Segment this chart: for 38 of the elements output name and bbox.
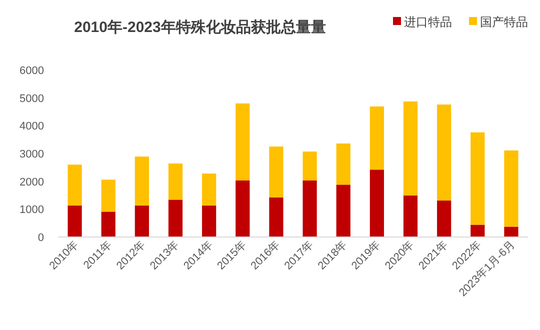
bar [336, 143, 350, 185]
y-tick-label: 4000 [20, 120, 44, 133]
bar [269, 146, 284, 198]
bar [470, 132, 485, 225]
bar [302, 152, 317, 180]
bar [68, 206, 82, 237]
y-tick-label: 3000 [20, 148, 44, 160]
y-tick-label: 2000 [20, 176, 44, 188]
bar [437, 200, 452, 237]
bar [134, 156, 149, 206]
legend-label: 进口特品 [404, 15, 452, 29]
bar [403, 101, 418, 196]
bar [504, 150, 518, 227]
bar [403, 196, 418, 237]
y-tick-label: 5000 [20, 92, 44, 105]
bar [202, 206, 216, 237]
bar [168, 200, 183, 237]
bar [202, 174, 216, 206]
bar [68, 164, 82, 206]
bar [134, 206, 149, 237]
bar [302, 180, 317, 237]
bar [101, 212, 116, 237]
bar [437, 104, 452, 201]
chart-title: 2010年-2023年特殊化妆品获批总量量 [74, 19, 326, 36]
bar [370, 170, 384, 237]
legend-label: 国产特品 [480, 15, 528, 29]
bar [168, 164, 183, 200]
y-tick-label: 1000 [20, 204, 44, 216]
bar [504, 226, 518, 237]
bar [470, 224, 485, 237]
bar [336, 184, 350, 237]
bar [236, 180, 250, 237]
bar [269, 197, 284, 237]
y-tick-label: 6000 [20, 65, 44, 77]
bar [101, 180, 116, 212]
bar [236, 103, 250, 180]
bar [370, 106, 384, 170]
y-tick-label: 0 [38, 232, 44, 244]
